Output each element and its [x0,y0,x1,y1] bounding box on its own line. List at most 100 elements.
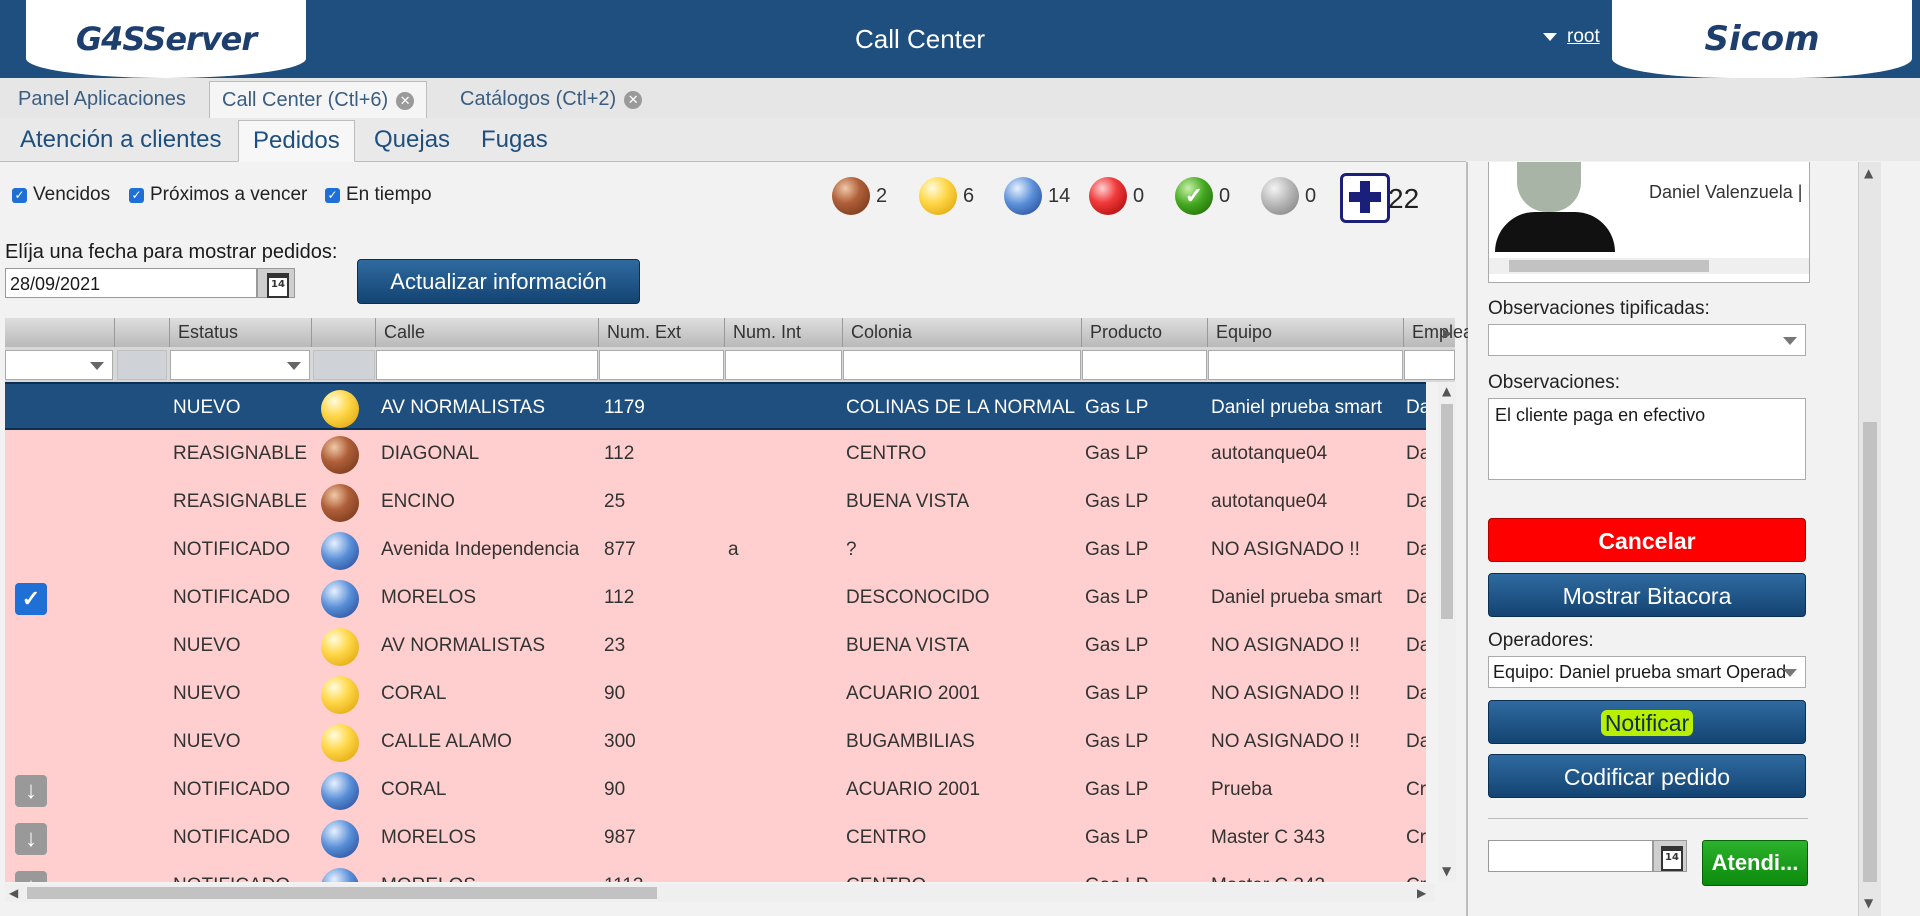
tab-quejas[interactable]: Quejas [374,126,451,153]
filter-colonia[interactable] [843,350,1081,380]
scroll-down-icon[interactable]: ▼ [1864,896,1874,910]
checkbox-checked-icon[interactable]: ✓ [129,187,144,203]
photo-scrollbar[interactable] [1489,258,1809,274]
user-link[interactable]: root [1567,26,1600,47]
col-num-ext[interactable]: Num. Ext [599,318,725,347]
scroll-right-icon[interactable]: ▶ [1443,326,1453,340]
close-icon[interactable]: ✕ [624,90,643,109]
scroll-thumb[interactable] [27,887,657,899]
scroll-thumb[interactable] [1863,422,1877,882]
date-input[interactable]: 28/09/2021 [5,268,257,298]
chevron-down-icon [90,362,104,370]
table-row[interactable]: ↓ NOTIFICADO MORELOS 987 CENTRO Gas LP M… [5,814,1426,862]
user-menu[interactable]: root [1543,26,1600,48]
tab-catalogos[interactable]: Catálogos (Ctl+2) ✕ [448,81,654,117]
close-icon[interactable]: ✕ [396,91,415,110]
customer-name: Daniel Valenzuela | Da [1649,182,1809,202]
table-row[interactable]: NUEVO CALLE ALAMO 300 BUGAMBILIAS Gas LP… [5,718,1426,766]
green-check-icon: ✓ [1175,177,1213,215]
operadores-select[interactable]: Equipo: Daniel prueba smart Operad [1488,656,1806,688]
brown-ball-icon [832,177,870,215]
filter-equipo[interactable] [1208,350,1403,380]
col-equipo[interactable]: Equipo [1208,318,1404,347]
filter-producto[interactable] [1082,350,1207,380]
arrow-down-icon[interactable]: ↓ [15,775,47,807]
observaciones-label: Observaciones: [1488,372,1621,393]
chevron-down-icon [1783,337,1797,345]
calendar-icon: 14 [1661,846,1683,871]
col-calle[interactable]: Calle [376,318,599,347]
filter-en-tiempo[interactable]: ✓ En tiempo [325,184,432,206]
table-row[interactable]: NUEVO CORAL 90 ACUARIO 2001 Gas LP NO AS… [5,670,1426,718]
legend-brown: 2 [832,177,887,215]
grid-filter-row [5,347,1455,382]
table-row[interactable]: NOTIFICADO Avenida Independencia 877 a ?… [5,526,1426,574]
tab-pedidos[interactable]: Pedidos [238,120,355,162]
notify-button[interactable]: Notificar [1488,700,1806,744]
arrow-down-icon[interactable]: ↓ [15,871,47,882]
legend-yellow: 6 [919,177,974,215]
row-checkbox-checked-icon[interactable]: ✓ [15,583,47,615]
checkbox-checked-icon[interactable]: ✓ [325,187,340,203]
table-row[interactable]: NUEVO AV NORMALISTAS 23 BUENA VISTA Gas … [5,622,1426,670]
filter-num-int[interactable] [725,350,842,380]
filter-select-1[interactable] [5,350,113,380]
tab-panel-aplicaciones[interactable]: Panel Aplicaciones [18,88,186,110]
attend-date-picker[interactable]: 14 [1653,840,1687,872]
scroll-up-icon[interactable]: ▲ [1442,384,1452,398]
table-row[interactable]: ↓ NOTIFICADO MORELOS 1113 CENTRO Gas LP … [5,862,1426,882]
table-row[interactable]: ↓ NOTIFICADO CORAL 90 ACUARIO 2001 Gas L… [5,766,1426,814]
scroll-left-icon[interactable]: ◀ [9,886,19,900]
order-detail-panel: Daniel Valenzuela | Da Observaciones tip… [1468,162,1910,916]
filter-empleado[interactable] [1404,350,1455,380]
cancel-button[interactable]: Cancelar [1488,518,1806,562]
blue-ball-icon [321,772,359,810]
section-tabs: Atención a clientes Pedidos Quejas Fugas [0,118,1466,162]
orders-table: NUEVO AV NORMALISTAS 1179 COLINAS DE LA … [5,382,1426,882]
checkbox-checked-icon[interactable]: ✓ [12,187,27,203]
filter-num-ext[interactable] [599,350,724,380]
table-row[interactable]: NUEVO AV NORMALISTAS 1179 COLINAS DE LA … [5,382,1426,430]
tab-call-center[interactable]: Call Center (Ctl+6) ✕ [209,81,428,119]
filter-calle[interactable] [376,350,598,380]
yellow-ball-icon [321,724,359,762]
scroll-right-icon[interactable]: ▶ [1417,886,1427,900]
add-order-button[interactable] [1340,173,1390,223]
scroll-down-icon[interactable]: ▼ [1442,864,1452,878]
legend-blue: 14 [1004,177,1070,215]
arrow-down-icon[interactable]: ↓ [15,823,47,855]
refresh-button[interactable]: Actualizar información [357,259,640,304]
customer-photo-box: Daniel Valenzuela | Da [1488,162,1810,283]
calendar-icon: 14 [267,273,289,298]
tab-fugas[interactable]: Fugas [481,126,548,153]
grid-horizontal-scrollbar[interactable]: ◀ ▶ [5,884,1435,902]
codify-order-button[interactable]: Codificar pedido [1488,754,1806,798]
filter-proximos[interactable]: ✓ Próximos a vencer [129,184,307,206]
show-log-button[interactable]: Mostrar Bitacora [1488,573,1806,617]
app-title: Call Center [854,24,986,54]
col-producto[interactable]: Producto [1082,318,1208,347]
attend-date-input[interactable] [1488,840,1653,872]
grid-vertical-scrollbar[interactable]: ▲ ▼ [1438,382,1456,882]
tab-atencion-clientes[interactable]: Atención a clientes [20,126,222,153]
filter-select-estatus[interactable] [170,350,310,380]
col-num-int[interactable]: Num. Int [725,318,843,347]
legend-green: ✓ 0 [1175,177,1230,215]
scroll-up-icon[interactable]: ▲ [1864,166,1874,180]
table-row[interactable]: REASIGNABLE ENCINO 25 BUENA VISTA Gas LP… [5,478,1426,526]
col-estatus[interactable]: Estatus [170,318,312,347]
legend-red: 0 [1089,177,1144,215]
operadores-label: Operadores: [1488,630,1594,651]
table-row[interactable]: ✓ NOTIFICADO MORELOS 112 DESCONOCIDO Gas… [5,574,1426,622]
scroll-thumb[interactable] [1441,404,1453,619]
attend-button[interactable]: Atendi... [1702,840,1808,886]
col-colonia[interactable]: Colonia [843,318,1082,347]
date-picker-button[interactable]: 14 [257,268,295,298]
table-row[interactable]: REASIGNABLE DIAGONAL 112 CENTRO Gas LP a… [5,430,1426,478]
filter-vencidos[interactable]: ✓ Vencidos [12,184,110,206]
observaciones-textarea[interactable]: El cliente paga en efectivo [1488,398,1806,480]
panel-vertical-scrollbar[interactable]: ▲ ▼ [1858,162,1881,916]
yellow-ball-icon [321,390,359,428]
chevron-down-icon [1543,32,1557,41]
obs-tipificadas-select[interactable] [1488,324,1806,356]
